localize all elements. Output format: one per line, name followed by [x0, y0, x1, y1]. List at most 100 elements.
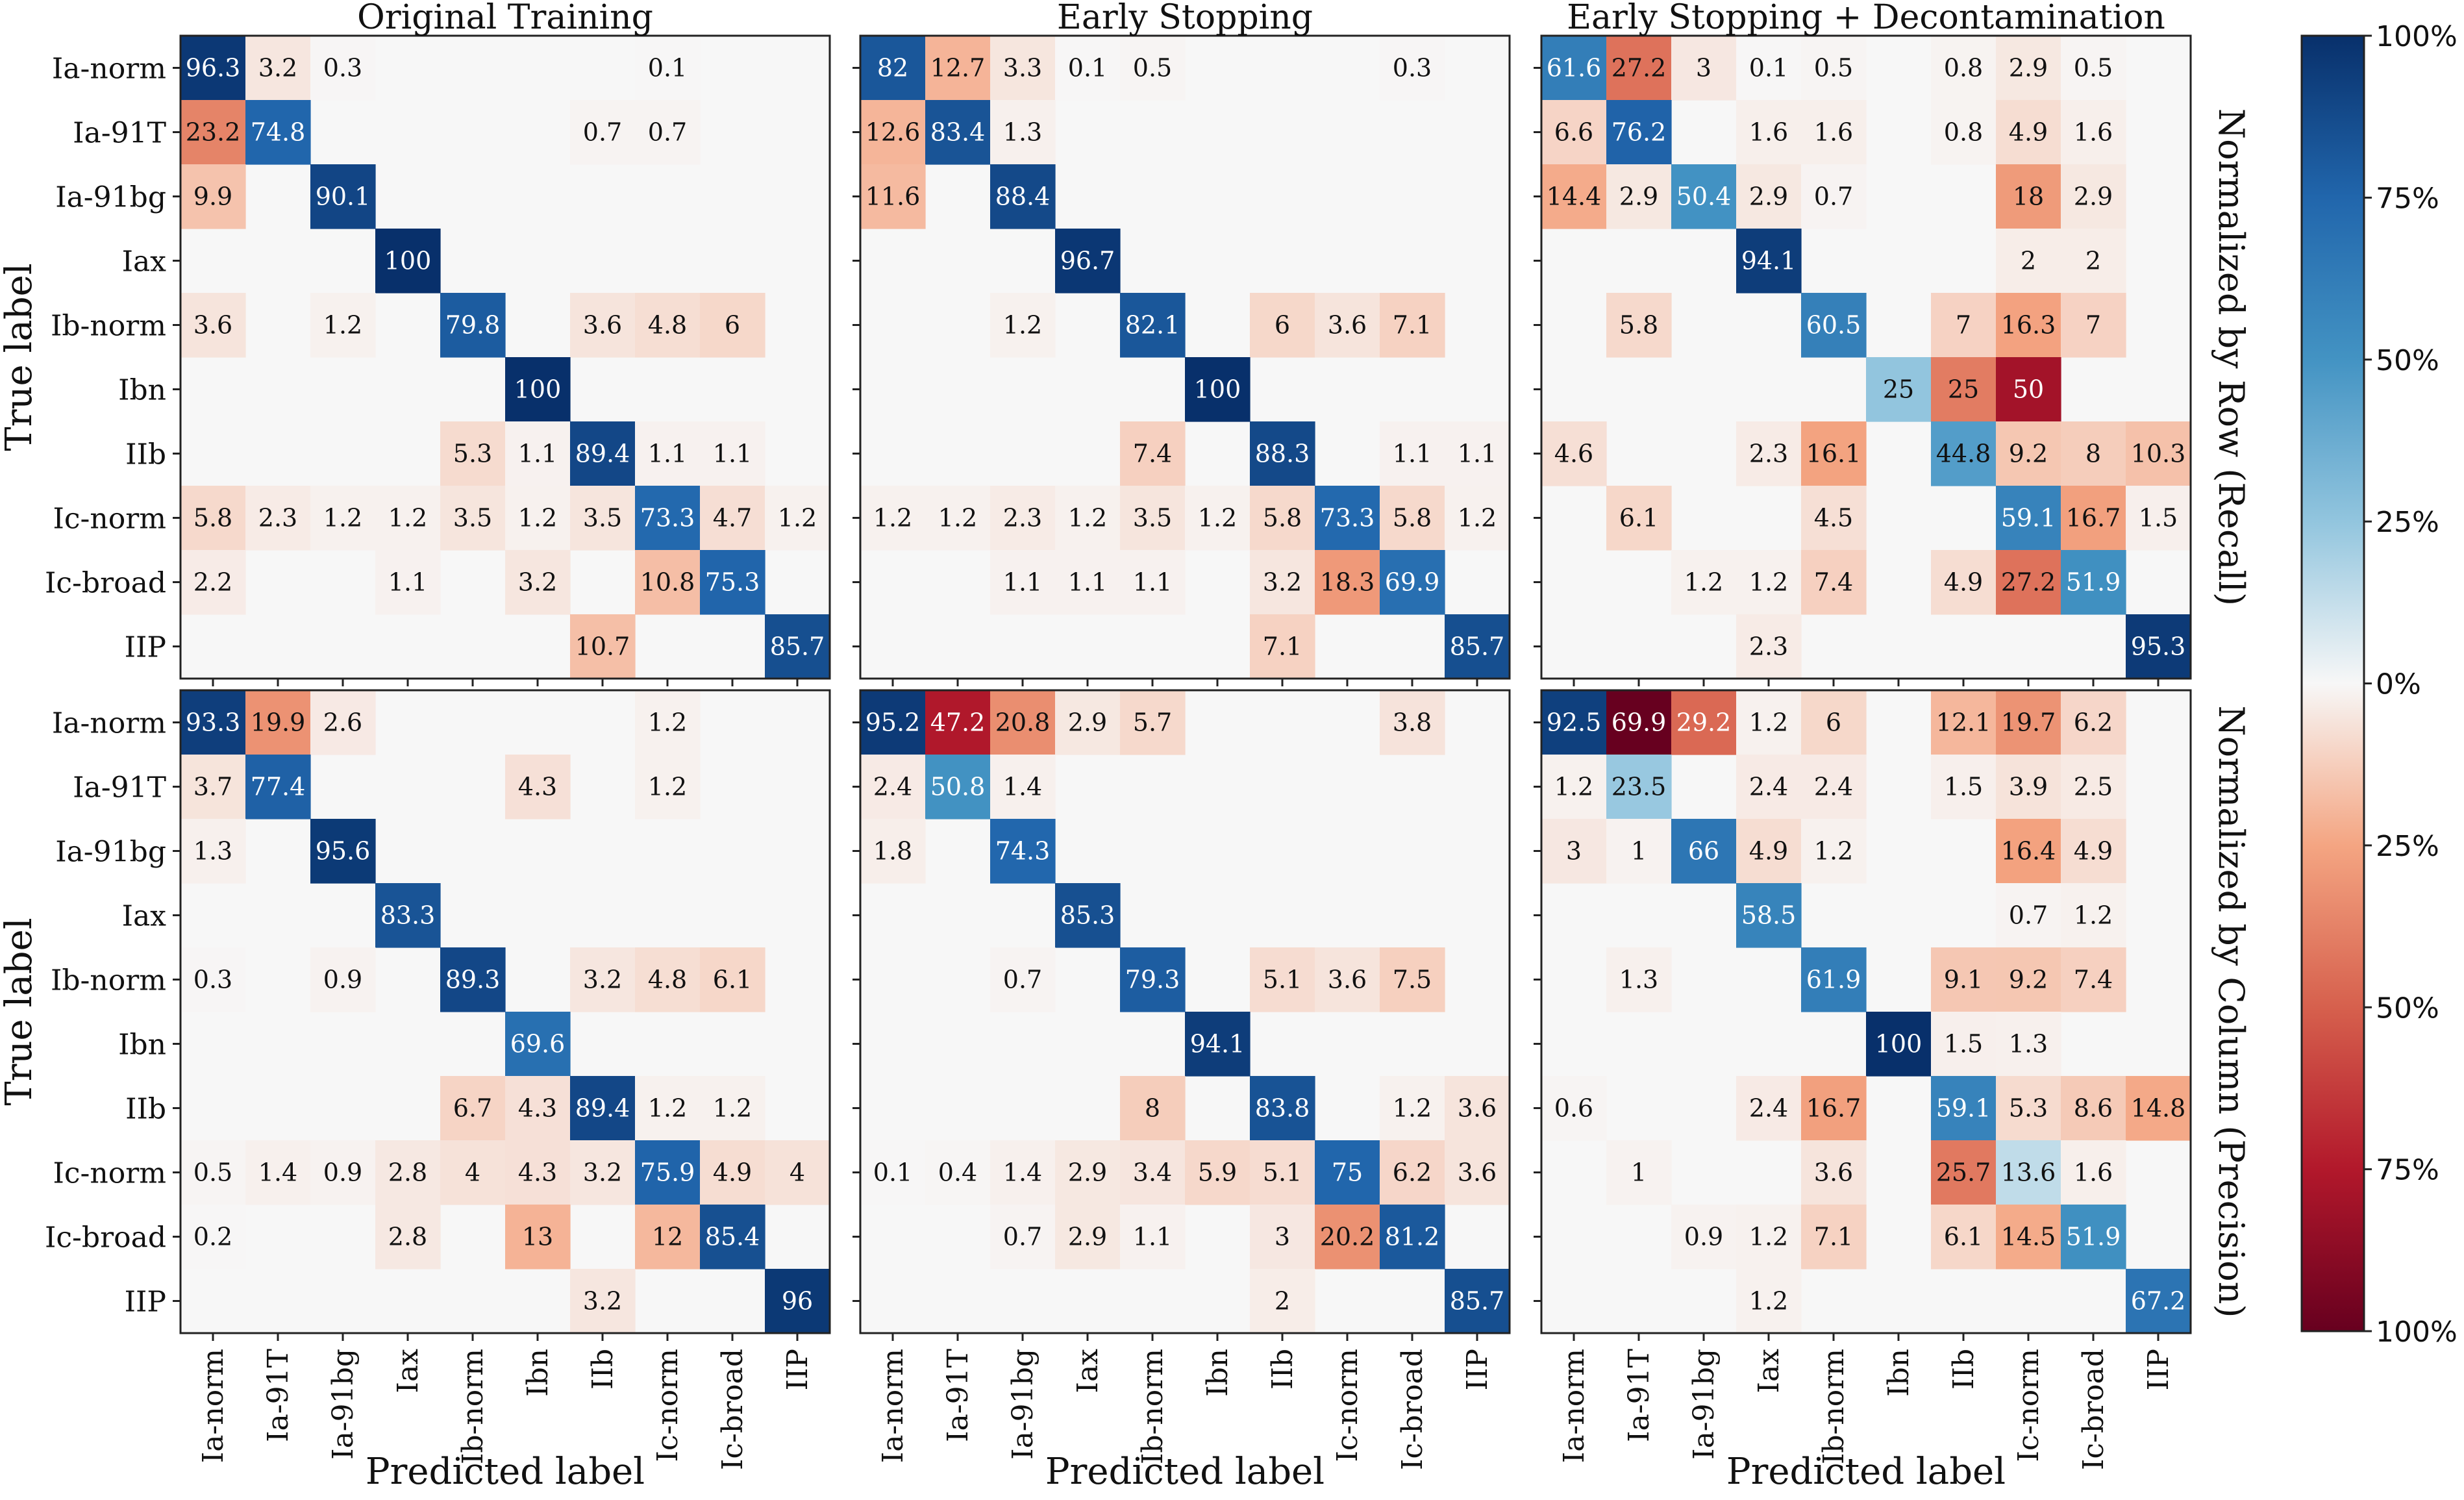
cell-value: 4.7: [713, 504, 752, 532]
cell-value: 9.9: [193, 182, 232, 211]
cell-Ic-norm-Ia-norm: [180, 1140, 246, 1205]
cell-IIP-IIP: [1445, 614, 1510, 679]
cell-value: 76.2: [1612, 118, 1667, 147]
x-tick-label: Ia-91bg: [1687, 1349, 1721, 1460]
cell-IIb-IIP: [1445, 1076, 1510, 1141]
cell-value: 10.8: [640, 568, 695, 597]
cell-Ic-norm-Ia-91T: [1606, 1140, 1672, 1205]
cell-Ic-broad-IIb: [1250, 1205, 1315, 1269]
cell-value: 4.6: [1554, 440, 1593, 468]
cell-Ia-norm-Iax: [1736, 690, 1802, 755]
cell-value: 1.2: [1684, 568, 1723, 597]
cell-value: 74.3: [995, 837, 1051, 866]
cell-value: 4.3: [518, 773, 557, 801]
cell-Ia-norm-Ia-norm: [1541, 690, 1607, 755]
y-tick-label: IIP: [125, 1286, 166, 1319]
panel-titles: Original Training Early Stopping Early Sto…: [357, 0, 2165, 37]
panel-frame: [859, 689, 1511, 1334]
cell-Ia-91bg-Ib-norm: [1801, 819, 1867, 884]
cell-value: 1.2: [648, 1094, 687, 1123]
cell-Ia-91bg-Ic-norm: [1996, 164, 2061, 229]
x-tick-label: Ibn: [1201, 1349, 1234, 1397]
cell-Ib-norm-Ib-norm: [440, 947, 506, 1012]
cell-value: 2.9: [1749, 182, 1788, 211]
cell-Ic-broad-Ic-broad: [700, 550, 765, 615]
cell-Ia-91T-Ic-norm: [635, 100, 701, 165]
cell-IIP-Iax: [1736, 1269, 1802, 1334]
cell-Ic-norm-Ic-broad: [700, 1140, 765, 1205]
cell-Ib-norm-Ia-91bg: [990, 947, 1056, 1012]
cell-Ic-broad-Ic-norm: [635, 1205, 701, 1269]
cell-IIb-Ibn: [505, 1076, 571, 1141]
cell-Ia-91T-Iax: [1736, 755, 1802, 819]
cell-value: 6.1: [713, 966, 752, 994]
heatmap-panel-recall-2: 82 12.7 3.3 0.1 0.5 0.3 12.6 83.4 1.3 11.6 88.4 96.…: [852, 34, 1511, 686]
cell-value: 2.3: [1749, 440, 1788, 468]
cell-Ic-norm-IIb: [1250, 486, 1315, 551]
cell-value: 100: [1194, 375, 1241, 404]
cell-value: 1.2: [1554, 773, 1593, 801]
cell-value: 4.9: [2074, 837, 2113, 866]
cell-Ia-91T-Iax: [1736, 100, 1802, 165]
y-tick-label: Ia-91bg: [55, 181, 166, 214]
y-tick-label: Ic-broad: [45, 567, 166, 600]
heatmap-panel-precision-2: 95.2 47.2 20.8 2.9 5.7 3.82.4 50.8 1.41.8 74.385…: [852, 689, 1511, 1470]
cell-value: 83.4: [930, 118, 986, 147]
cell-value: 0.3: [323, 54, 362, 82]
cell-Ia-91T-Ib-norm: [1801, 100, 1867, 165]
cell-Ic-broad-Iax: [1055, 1205, 1121, 1269]
y-axis-label: True label: [0, 918, 40, 1105]
row-title-precision: Normalized by Column (Precision): [2211, 706, 2252, 1318]
cell-Ic-norm-IIP: [1445, 486, 1510, 551]
cell-Iax-Iax: [375, 229, 441, 294]
cell-Ic-norm-Ic-norm: [635, 486, 701, 551]
x-tick-label: IIP: [1461, 1349, 1494, 1390]
cell-IIb-Ib-norm: [1120, 1076, 1186, 1141]
cell-value: 1.2: [518, 504, 557, 532]
cell-Ia-91T-Ia-91bg: [990, 755, 1056, 819]
cell-Ic-broad-Ia-91bg: [1671, 1205, 1737, 1269]
y-tick-label: IIP: [125, 631, 166, 664]
cell-Ic-broad-Ic-broad: [1380, 1205, 1445, 1269]
cell-value: 6.6: [1554, 118, 1593, 147]
cell-value: 0.9: [323, 966, 362, 994]
cell-Ia-norm-Ib-norm: [1120, 36, 1186, 101]
cell-value: 12.1: [1936, 708, 1991, 737]
cell-value: 96.7: [1060, 247, 1115, 275]
cell-Ib-norm-Ic-broad: [700, 947, 765, 1012]
cell-Ia-norm-Ia-91T: [245, 36, 311, 101]
cell-value: 1.2: [1068, 504, 1107, 532]
cell-value: 3.3: [1003, 54, 1042, 82]
cell-Ia-91bg-Iax: [1736, 819, 1802, 884]
cell-Ic-norm-Ibn: [505, 1140, 571, 1205]
cell-value: 9.2: [2009, 966, 2048, 994]
cell-Iax-Ic-broad: [2061, 229, 2126, 294]
cell-value: 14.4: [1547, 182, 1602, 211]
cell-value: 0.1: [1749, 54, 1788, 82]
cell-IIb-Ib-norm: [1801, 421, 1867, 486]
cell-Ic-norm-IIP: [2126, 486, 2191, 551]
cell-value: 11.6: [865, 182, 921, 211]
y-tick-label: Ib-norm: [51, 964, 166, 997]
cell-value: 3.2: [258, 54, 297, 82]
cell-IIb-IIP: [1445, 421, 1510, 486]
cell-value: 29.2: [1676, 708, 1732, 737]
cell-value: 1.5: [1944, 773, 1983, 801]
cell-Ic-broad-Iax: [1736, 550, 1802, 615]
cell-Ia-norm-Ia-norm: [180, 690, 246, 755]
cell-Iax-Iax: [1055, 883, 1121, 948]
cell-Ic-broad-Ibn: [505, 550, 571, 615]
cell-value: 3.2: [583, 966, 622, 994]
cell-value: 4.8: [648, 966, 687, 994]
cell-value: 0.5: [2074, 54, 2113, 82]
cell-value: 44.8: [1936, 440, 1991, 468]
cell-IIb-IIb: [1931, 421, 1997, 486]
cell-value: 2.5: [2074, 773, 2113, 801]
cell-value: 0.3: [193, 966, 232, 994]
x-tick-label: Ic-norm: [651, 1349, 684, 1462]
cell-value: 50: [2013, 375, 2044, 404]
cell-value: 66: [1688, 837, 1719, 866]
cell-Ia-91bg-Ia-norm: [860, 164, 926, 229]
cell-value: 7.1: [1263, 632, 1302, 661]
x-axis-label: Predicted label: [366, 1451, 645, 1493]
